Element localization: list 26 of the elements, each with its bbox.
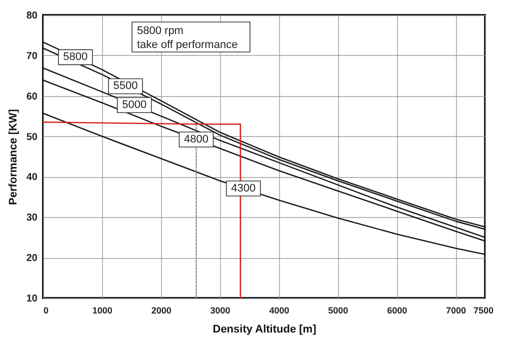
x-axis-title: Density Altitude [m] — [212, 324, 317, 336]
x-tick-label: 2000 — [151, 306, 172, 316]
x-tick-label: 0 — [44, 306, 49, 316]
y-tick-label: 40 — [26, 172, 38, 184]
y-tick-label: 30 — [26, 212, 38, 224]
x-tick-label: 4000 — [269, 306, 290, 316]
annotation: 5800 rpm — [137, 25, 184, 37]
x-tick-label: 7500 — [473, 306, 494, 316]
x-tick-label: 3000 — [210, 306, 230, 316]
series-label: 4800 — [184, 134, 208, 146]
series-label: 5000 — [122, 99, 147, 112]
y-tick-label: 60 — [26, 91, 38, 102]
series-label: 5800 — [63, 51, 88, 64]
y-tick-label: 20 — [26, 253, 38, 264]
x-tick-label: 7000 — [446, 306, 466, 316]
y-axis-title: Performance [KW] — [7, 108, 20, 205]
x-tick-label: 6000 — [387, 306, 408, 316]
y-tick-label: 80 — [26, 10, 38, 22]
x-tick-label: 5000 — [328, 306, 348, 316]
series-label: 5500 — [113, 80, 138, 92]
y-tick-label: 50 — [26, 132, 38, 143]
annotation: take off performance — [137, 39, 238, 51]
x-tick-label: 1000 — [92, 306, 112, 316]
y-tick-label: 10 — [26, 294, 38, 304]
series-label: 4300 — [231, 182, 256, 195]
y-tick-label: 70 — [26, 50, 38, 62]
